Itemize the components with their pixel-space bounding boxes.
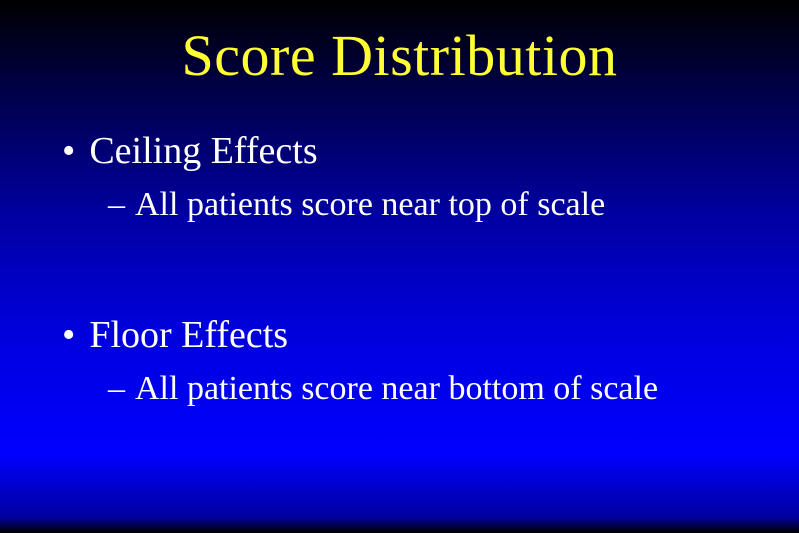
bullet-icon: • (62, 313, 75, 359)
bullet-label: Floor Effects (89, 313, 288, 359)
bullet-label: Ceiling Effects (89, 129, 317, 175)
dash-icon: – (108, 369, 125, 410)
dash-icon: – (108, 185, 125, 226)
bullet-icon: • (62, 129, 75, 175)
slide-title: Score Distribution (0, 0, 799, 89)
bullet-item: • Ceiling Effects (62, 129, 799, 175)
slide-content: • Ceiling Effects – All patients score n… (0, 89, 799, 410)
sub-bullet-label: All patients score near bottom of scale (135, 369, 658, 410)
sub-bullet-item: – All patients score near top of scale (62, 185, 799, 226)
sub-bullet-item: – All patients score near bottom of scal… (62, 369, 799, 410)
sub-bullet-label: All patients score near top of scale (135, 185, 605, 226)
slide: Score Distribution • Ceiling Effects – A… (0, 0, 799, 533)
bullet-item: • Floor Effects (62, 313, 799, 359)
